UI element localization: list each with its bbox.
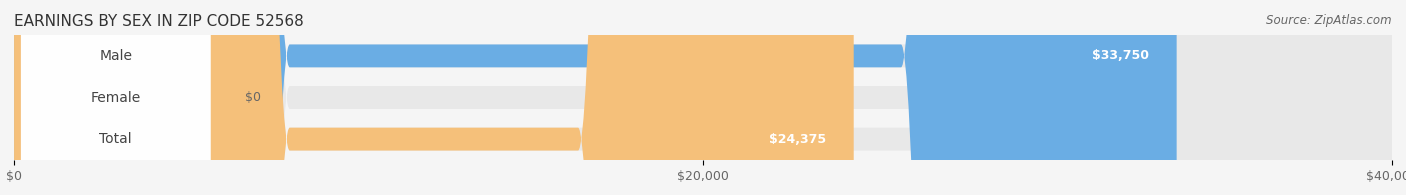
FancyBboxPatch shape	[21, 0, 211, 195]
Text: Total: Total	[100, 132, 132, 146]
FancyBboxPatch shape	[14, 0, 1392, 195]
Text: Male: Male	[100, 49, 132, 63]
FancyBboxPatch shape	[21, 0, 211, 195]
Text: $24,375: $24,375	[769, 133, 827, 146]
FancyBboxPatch shape	[14, 0, 1392, 195]
Text: $33,750: $33,750	[1092, 49, 1149, 62]
FancyBboxPatch shape	[21, 0, 211, 195]
Text: EARNINGS BY SEX IN ZIP CODE 52568: EARNINGS BY SEX IN ZIP CODE 52568	[14, 14, 304, 29]
Text: Female: Female	[90, 90, 141, 105]
FancyBboxPatch shape	[14, 0, 1177, 195]
FancyBboxPatch shape	[14, 0, 853, 195]
Text: Source: ZipAtlas.com: Source: ZipAtlas.com	[1267, 14, 1392, 27]
FancyBboxPatch shape	[14, 0, 1392, 195]
Text: $0: $0	[245, 91, 262, 104]
